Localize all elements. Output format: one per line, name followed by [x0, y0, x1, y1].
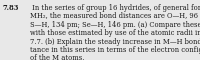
Text: S—H, 134 pm; Se—H, 146 pm. (a) Compare these values: S—H, 134 pm; Se—H, 146 pm. (a) Compare t… — [30, 21, 200, 29]
Text: tance in this series in terms of the electron configurations: tance in this series in terms of the ele… — [30, 46, 200, 54]
Text: MH₂, the measured bond distances are O—H, 96 pm;: MH₂, the measured bond distances are O—H… — [30, 12, 200, 21]
Text: 7.83: 7.83 — [2, 4, 18, 12]
Text: with those estimated by use of the atomic radii in Figure: with those estimated by use of the atomi… — [30, 29, 200, 37]
Text: In the series of group 16 hydrides, of general formula: In the series of group 16 hydrides, of g… — [30, 4, 200, 12]
Text: 7.7. (b) Explain the steady increase in M—H bond dis-: 7.7. (b) Explain the steady increase in … — [30, 38, 200, 45]
Text: of the M atoms.: of the M atoms. — [30, 54, 84, 60]
